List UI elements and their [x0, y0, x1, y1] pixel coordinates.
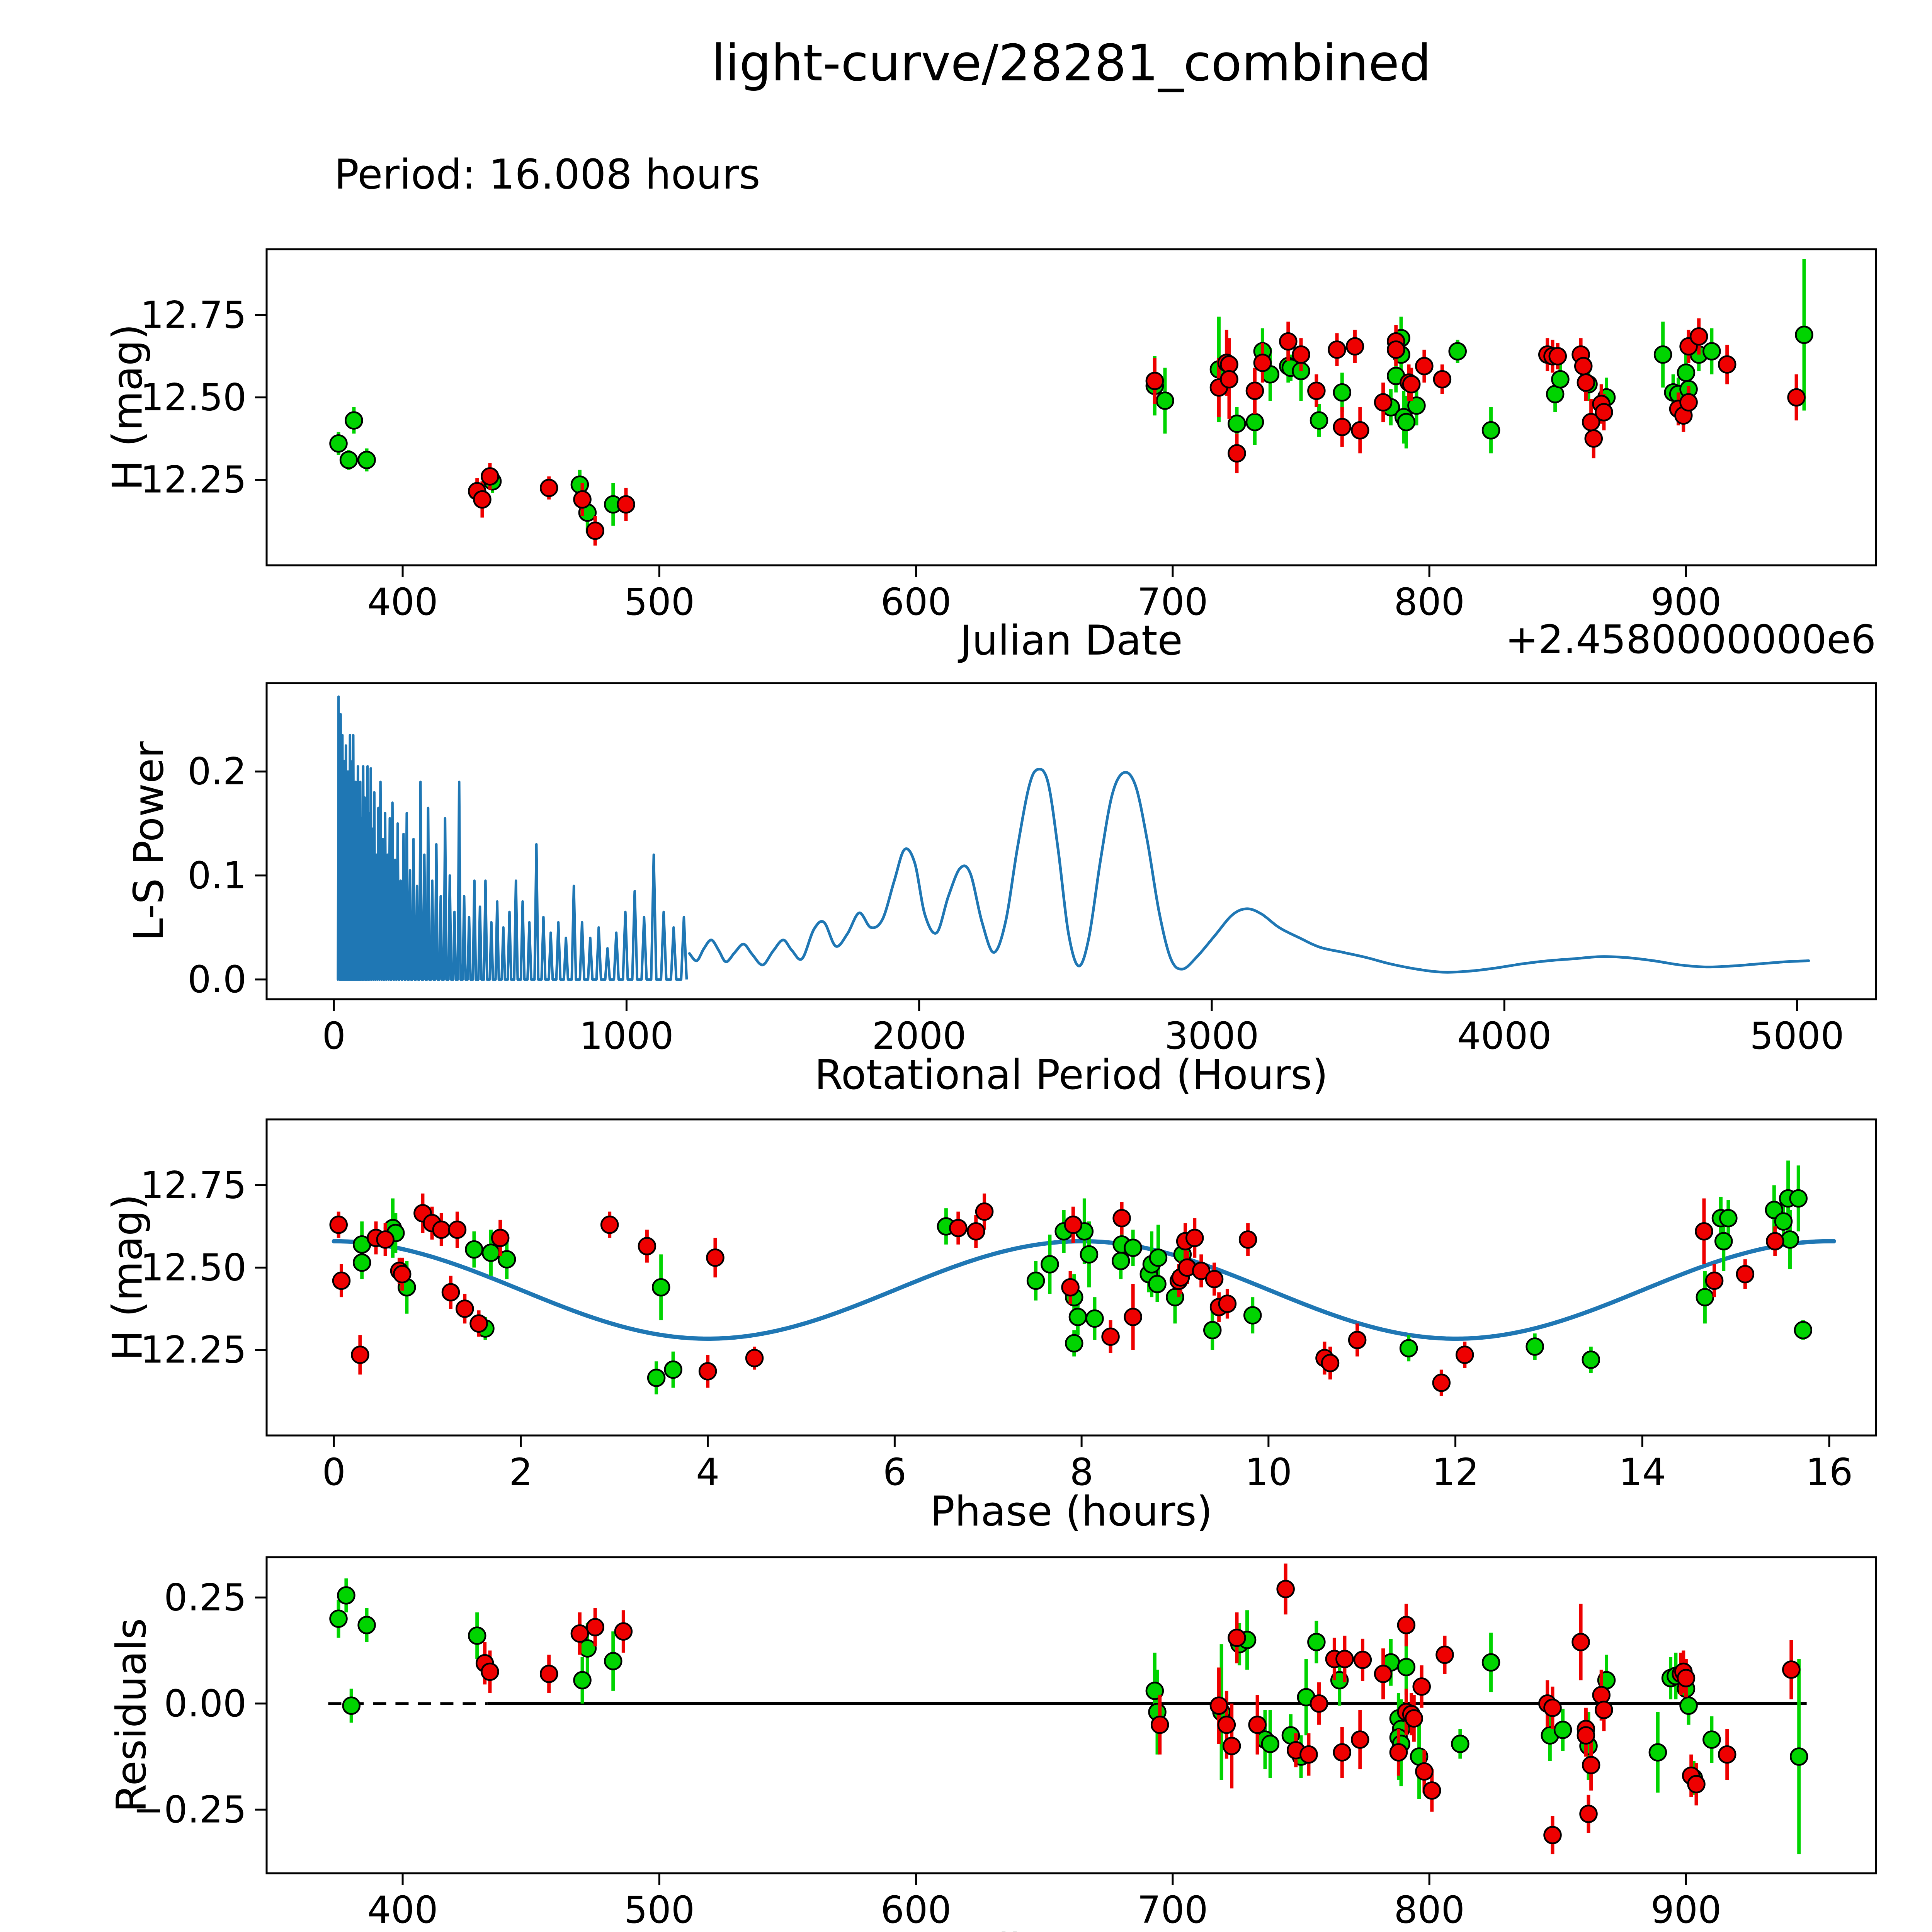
svg-text:700: 700 — [1137, 1888, 1208, 1932]
plot2-x-axis-label: Rotational Period (Hours) — [815, 1051, 1328, 1099]
svg-text:12.25: 12.25 — [140, 1328, 247, 1371]
svg-text:12.50: 12.50 — [140, 376, 247, 419]
svg-text:2: 2 — [509, 1451, 532, 1494]
plot1-x-axis-label: Julian Date — [960, 617, 1183, 664]
svg-text:12: 12 — [1432, 1451, 1479, 1494]
plot4-residuals-canvas: 400 500 600 700 800 900 −0.25 0.00 0.25 — [133, 1556, 1877, 1932]
svg-text:−0.25: −0.25 — [133, 1788, 247, 1831]
plot1-x-offset-text: +2.4580000000e6 — [1505, 617, 1876, 663]
svg-text:5000: 5000 — [1750, 1014, 1844, 1058]
svg-text:2000: 2000 — [872, 1014, 966, 1058]
svg-text:12.75: 12.75 — [140, 293, 247, 337]
plot4-x-offset-text: +2.4580000000e6 — [267, 1925, 1876, 1932]
plot1-lightcurve-jd-canvas: 400 500 600 700 800 900 12.25 12.50 12.75 — [140, 248, 1877, 624]
svg-text:12.25: 12.25 — [140, 458, 247, 501]
svg-text:400: 400 — [367, 580, 438, 624]
svg-text:6: 6 — [883, 1451, 906, 1494]
svg-text:3000: 3000 — [1165, 1014, 1259, 1058]
svg-text:1000: 1000 — [579, 1014, 673, 1058]
plot4-y-axis-label: Residuals — [107, 1618, 155, 1813]
svg-text:10: 10 — [1245, 1451, 1292, 1494]
plot3-x-axis-label: Phase (hours) — [930, 1488, 1213, 1535]
svg-text:500: 500 — [624, 1888, 695, 1932]
svg-text:12.75: 12.75 — [140, 1163, 247, 1207]
plot4-x-axis-label: Julian Date — [267, 1925, 1876, 1932]
svg-text:12.50: 12.50 — [140, 1246, 247, 1289]
svg-text:0: 0 — [322, 1451, 346, 1494]
plot3-phased-lightcurve-canvas: 0 2 4 6 8 10 12 14 16 12.25 12.50 12.75 — [140, 1118, 1877, 1494]
svg-text:400: 400 — [367, 1888, 438, 1932]
svg-text:0.25: 0.25 — [164, 1576, 247, 1619]
plot2-periodogram-canvas: 0 1000 2000 3000 4000 5000 0.0 0.1 0.2 — [187, 682, 1877, 1058]
svg-text:700: 700 — [1137, 580, 1208, 624]
svg-text:16: 16 — [1806, 1451, 1853, 1494]
svg-text:800: 800 — [1394, 1888, 1465, 1932]
svg-text:600: 600 — [881, 1888, 951, 1932]
svg-text:500: 500 — [624, 580, 695, 624]
svg-text:4000: 4000 — [1457, 1014, 1551, 1058]
svg-text:4: 4 — [696, 1451, 719, 1494]
svg-text:8: 8 — [1070, 1451, 1094, 1494]
figure-title: light-curve/28281_combined — [711, 34, 1431, 92]
svg-text:0.00: 0.00 — [164, 1682, 247, 1725]
svg-text:900: 900 — [1651, 1888, 1721, 1932]
svg-text:800: 800 — [1394, 580, 1465, 624]
svg-text:0.1: 0.1 — [187, 854, 247, 897]
svg-text:0: 0 — [322, 1014, 346, 1058]
svg-text:600: 600 — [881, 580, 951, 624]
svg-text:0.0: 0.0 — [187, 958, 247, 1001]
svg-text:900: 900 — [1651, 580, 1721, 624]
svg-text:14: 14 — [1619, 1451, 1666, 1494]
plot2-y-axis-label: L-S Power — [125, 741, 173, 941]
period-annotation: Period: 16.008 hours — [334, 151, 760, 198]
svg-text:0.2: 0.2 — [187, 750, 247, 793]
